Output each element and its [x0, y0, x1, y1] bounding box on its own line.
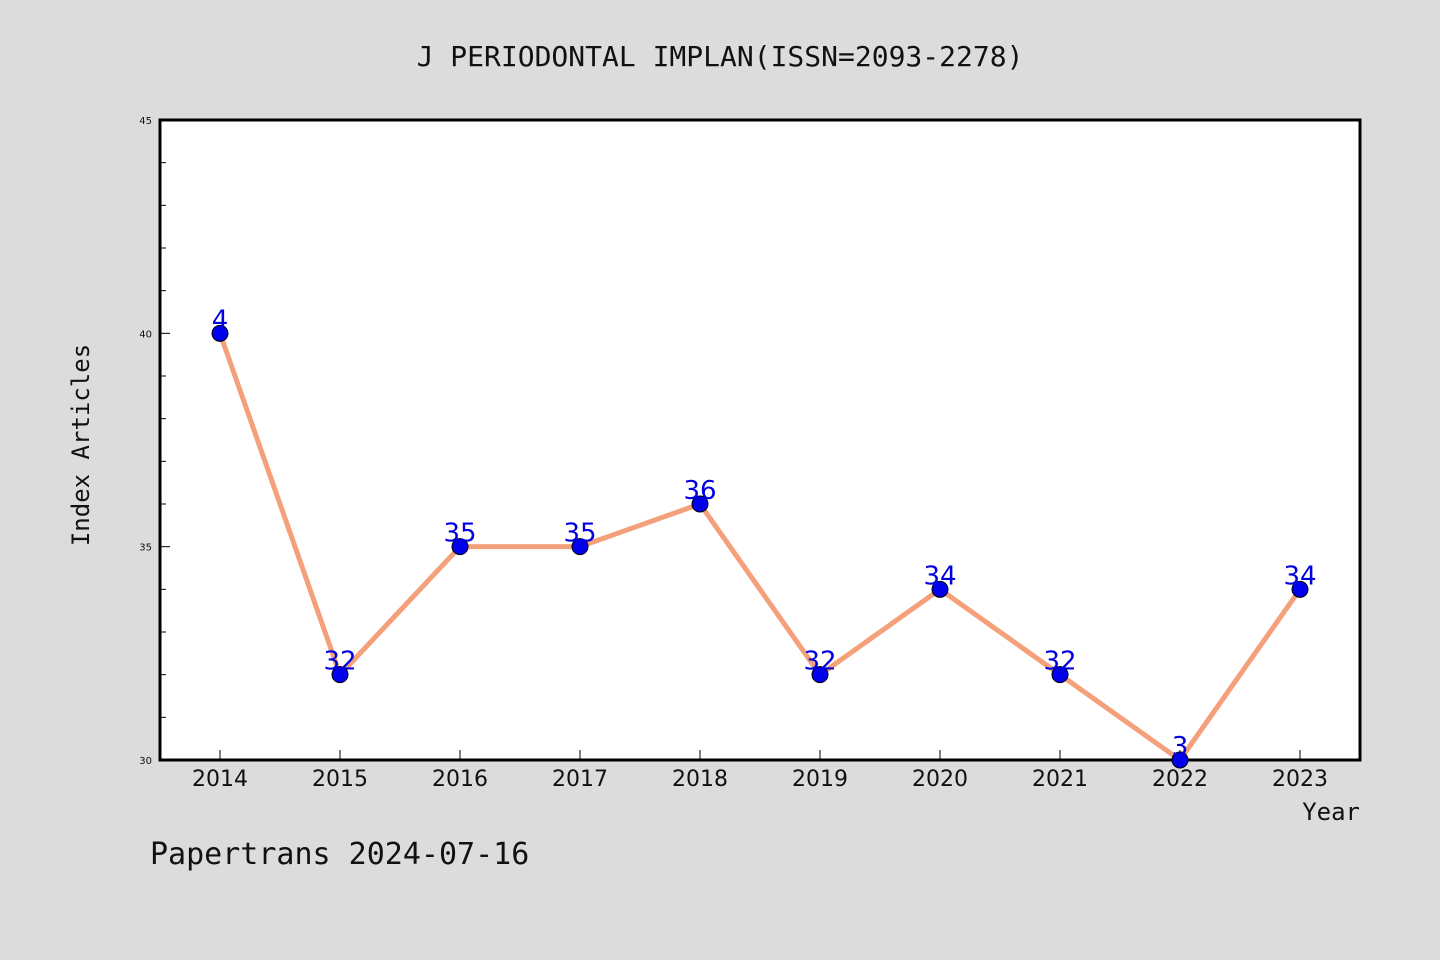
data-point	[811, 666, 829, 684]
x-tick-label: 2021	[1032, 767, 1088, 792]
series-line	[217, 332, 1303, 763]
data-point	[691, 495, 709, 513]
y-axis-label: Index Articles	[67, 344, 95, 546]
y-tick-label: 45	[139, 116, 152, 127]
x-tick-label: 2014	[192, 767, 248, 792]
x-tick-label: 2020	[912, 767, 968, 792]
data-point	[1171, 751, 1189, 769]
x-axis-label: Year	[1302, 798, 1360, 826]
chart-title: J PERIODONTAL IMPLAN(ISSN=2093-2278)	[417, 40, 1024, 73]
data-label: 32	[323, 647, 356, 677]
x-tick-label: 2017	[552, 767, 608, 792]
footer-watermark: Papertrans 2024-07-16	[150, 837, 529, 872]
data-label: 34	[1283, 561, 1316, 591]
x-tick-label: 2022	[1152, 767, 1208, 792]
x-tick-label: 2023	[1272, 767, 1328, 792]
x-tick-label: 2015	[312, 767, 368, 792]
data-label: 34	[923, 561, 956, 591]
data-point	[571, 538, 589, 556]
y-tick-label: 30	[139, 756, 152, 767]
data-labels: 4 32 35 35 36 32 34 32 3 34	[212, 305, 1317, 762]
data-point	[931, 580, 949, 598]
x-tick-label: 2018	[672, 767, 728, 792]
data-label: 32	[803, 647, 836, 677]
data-point	[211, 324, 229, 342]
y-axis-tick-labels: 30 35 40 45	[139, 116, 152, 767]
data-point	[451, 538, 469, 556]
data-point	[1291, 580, 1309, 598]
data-point	[1051, 666, 1069, 684]
y-tick-label: 40	[139, 329, 152, 340]
data-label: 4	[212, 305, 229, 335]
data-point	[331, 666, 349, 684]
data-label: 3	[1172, 732, 1189, 762]
data-label: 35	[563, 519, 596, 549]
data-label: 32	[1043, 647, 1076, 677]
data-label: 35	[443, 519, 476, 549]
x-axis-tick-labels: 2014 2015 2016 2017 2018 2019 2020 2021 2022 2023	[192, 767, 1328, 792]
x-tick-label: 2019	[792, 767, 848, 792]
y-tick-label: 35	[139, 543, 152, 554]
data-label: 36	[683, 476, 716, 506]
y-axis-ticks	[160, 119, 170, 761]
x-tick-label: 2016	[432, 767, 488, 792]
data-markers	[211, 324, 1309, 769]
